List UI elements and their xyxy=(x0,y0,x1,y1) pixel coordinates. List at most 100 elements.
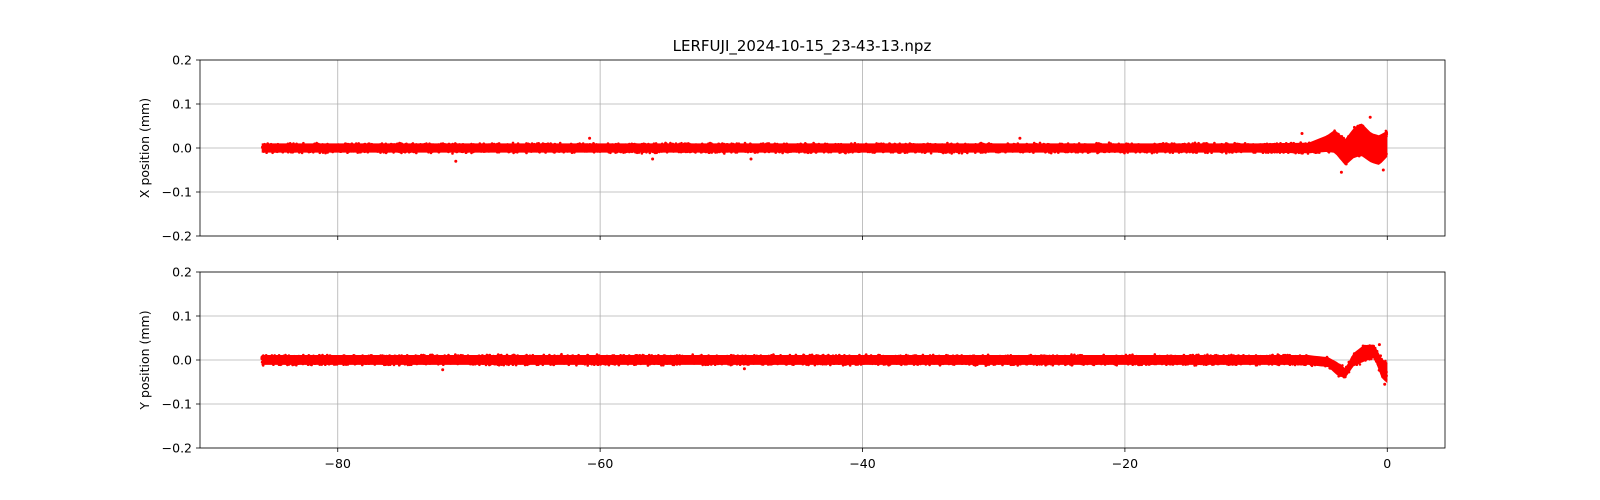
y-position-data-point xyxy=(770,359,774,363)
y-position-data-point xyxy=(1034,361,1037,364)
x-position-data-point xyxy=(392,151,395,154)
x-position-data-point xyxy=(782,142,786,146)
x-position-data-point xyxy=(570,150,574,153)
x-position-data-point xyxy=(412,144,416,148)
x-position-data-point xyxy=(535,150,538,153)
x-position-data-point xyxy=(1126,150,1129,153)
x-position-data-point xyxy=(1101,147,1104,151)
x-position-data-point xyxy=(1015,149,1019,152)
y-position-data-point xyxy=(784,362,787,365)
x-position-data-point xyxy=(1377,141,1380,145)
y-position-data-point xyxy=(986,357,989,360)
y-position-data-point xyxy=(1163,355,1166,359)
x-position-data-point xyxy=(864,142,868,146)
x-position-data-point xyxy=(1164,150,1167,154)
x-position-data-point xyxy=(1106,146,1110,149)
chart-title: LERFUJI_2024-10-15_23-43-13.npz xyxy=(673,37,932,56)
y-position-data-point xyxy=(528,354,532,358)
y-position-data-point xyxy=(1177,359,1180,363)
x-position-data-point xyxy=(363,143,366,146)
x-position-data-point xyxy=(635,143,638,146)
y-position-data-point xyxy=(1365,345,1369,348)
x-position-data-point xyxy=(1279,143,1282,147)
x-position-data-point xyxy=(1224,148,1228,151)
x-position-data-point xyxy=(822,148,826,152)
x-position-data-point xyxy=(841,148,845,151)
y-position-data-point xyxy=(1017,360,1020,364)
y-position-data-point xyxy=(487,358,491,362)
y-position-data-point xyxy=(475,360,478,363)
x-position-data-point xyxy=(1210,151,1213,154)
x-position-data-point xyxy=(1307,141,1311,145)
x-position-data-point xyxy=(658,148,662,152)
x-position-data-point xyxy=(661,145,664,149)
x-position-data-point xyxy=(299,144,302,148)
x-position-data-point xyxy=(969,146,973,150)
x-position-data-point xyxy=(1171,151,1175,154)
y-position-data-point xyxy=(576,362,580,365)
x-position-data-point xyxy=(317,142,320,146)
x-position-data-point xyxy=(781,151,784,155)
y-position-data-point xyxy=(318,363,322,366)
x-position-data-point xyxy=(271,151,274,155)
y-position-data-point xyxy=(1383,376,1386,380)
x-position-data-point xyxy=(628,142,631,146)
y-position-data-point xyxy=(1360,359,1364,363)
x-position-data-point xyxy=(752,147,756,151)
x-position-data-point xyxy=(280,145,284,149)
x-position-data-point xyxy=(1363,132,1367,135)
y-position-data-point xyxy=(671,361,675,365)
y-position-data-point xyxy=(1126,363,1130,366)
x-position-data-point xyxy=(807,146,811,149)
y-position-data-point xyxy=(1340,366,1343,370)
x-position-data-point xyxy=(634,151,637,154)
x-position-data-point xyxy=(515,149,518,153)
x-position-data-point xyxy=(386,146,389,150)
y-position-data-point xyxy=(945,353,948,357)
y-position-data-point xyxy=(1361,344,1365,348)
x-position-data-point xyxy=(1100,145,1103,148)
y-position-data-point xyxy=(669,354,672,358)
x-position-data-point xyxy=(1176,145,1180,149)
x-position-data-point xyxy=(581,142,585,145)
y-position-data-point xyxy=(353,354,356,357)
x-position-data-point xyxy=(307,146,310,149)
x-position-data-point xyxy=(1340,144,1343,148)
x-position-data-point xyxy=(1044,150,1048,153)
x-position-data-point xyxy=(701,148,704,151)
y-position-data-point xyxy=(449,355,453,358)
x-position-data-point xyxy=(849,146,852,149)
x-position-data-point xyxy=(727,145,731,149)
y-position-data-point xyxy=(1381,369,1385,373)
y-position-data-point xyxy=(1182,354,1186,357)
x-position-outlier-point xyxy=(749,157,753,161)
y-position-data-point xyxy=(454,353,457,356)
x-position-ticks: −0.2−0.10.00.10.2 xyxy=(162,53,1388,244)
y-position-data-point xyxy=(641,356,644,360)
x-position-outlier-point xyxy=(454,159,458,163)
x-position-data-point xyxy=(1306,152,1310,155)
x-position-data-point xyxy=(1183,142,1186,146)
x-position-data-point xyxy=(1256,143,1260,147)
x-position-data-point xyxy=(1022,146,1025,150)
y-position-data-point xyxy=(289,357,292,361)
y-position-data-point xyxy=(898,355,902,358)
x-position-data-point xyxy=(482,142,486,145)
x-position-data-point xyxy=(974,151,977,154)
x-position-data-point xyxy=(271,144,274,147)
x-position-data-point xyxy=(833,149,837,153)
x-position-data-point xyxy=(327,149,330,153)
x-position-data-point xyxy=(676,148,679,151)
y-position-data-point xyxy=(473,357,477,361)
x-position-data-point xyxy=(1350,136,1353,140)
x-position-data-point xyxy=(537,150,541,153)
x-position-data-point xyxy=(741,146,744,150)
x-position-data-point xyxy=(627,147,631,150)
y-position-data-point xyxy=(445,360,449,364)
x-position-data-point xyxy=(583,150,587,153)
y-position-data-point xyxy=(812,357,815,361)
x-position-axes: −0.2−0.10.00.10.2 X position (mm) xyxy=(137,53,1446,244)
x-position-data-point xyxy=(1289,147,1292,151)
y-position-data-point xyxy=(1002,357,1005,360)
x-position-data-point xyxy=(536,147,540,150)
